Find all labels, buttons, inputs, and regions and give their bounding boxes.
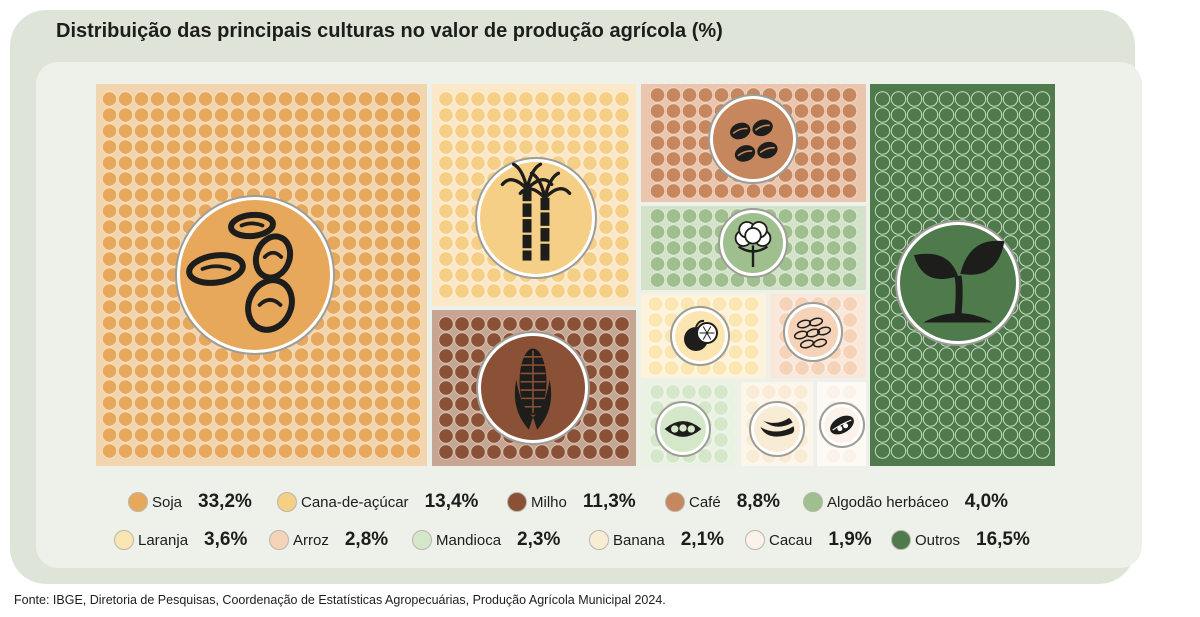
- legend-swatch: [891, 530, 911, 550]
- legend-value: 4,0%: [964, 491, 1009, 512]
- legend-label: Laranja: [138, 531, 189, 549]
- legend-item-banana: Banana 2,1%: [589, 528, 724, 552]
- sugarcane-icon: [500, 162, 572, 261]
- legend-value: 2,3%: [517, 529, 561, 550]
- treemap: [96, 84, 1055, 466]
- treemap-tile: [641, 382, 737, 466]
- legend-swatch: [745, 530, 765, 550]
- icon-badge-fill: [713, 99, 793, 179]
- treemap-tile: [641, 294, 766, 378]
- legend-swatch: [114, 530, 134, 550]
- legend-item-cacau: Cacau 1,9%: [745, 528, 872, 552]
- legend-item-mandioca: Mandioca 2,3%: [412, 528, 560, 552]
- legend-label: Cacau: [769, 531, 813, 549]
- orange-icon: [684, 319, 718, 351]
- legend-value: 13,4%: [424, 491, 479, 512]
- legend-value: 16,5%: [976, 529, 1030, 550]
- legend-item-cana: Cana-de-açúcar 13,4%: [277, 490, 478, 514]
- legend-swatch: [665, 492, 685, 512]
- coffee-bean-icon: [730, 119, 778, 162]
- source-note: Fonte: IBGE, Diretoria de Pesquisas, Coo…: [14, 593, 666, 607]
- legend-value: 1,9%: [828, 529, 872, 550]
- banana-icon: [760, 417, 795, 437]
- legend-value: 11,3%: [582, 491, 636, 512]
- sprout-icon: [913, 240, 1005, 323]
- rice-icon: [793, 317, 832, 349]
- chart-inner-panel: Soja 33,2% Cana-de-açúcar 13,4% Milho 11…: [36, 62, 1142, 568]
- treemap-tile: [96, 84, 427, 466]
- legend-value: 2,1%: [680, 529, 725, 550]
- cotton-icon: [734, 221, 772, 268]
- treemap-tile: [432, 310, 636, 466]
- legend-value: 8,8%: [736, 491, 780, 512]
- legend-label: Algodão herbáceo: [827, 493, 949, 511]
- legend-item-cafe: Café 8,8%: [665, 490, 780, 514]
- treemap-tile: [770, 294, 866, 378]
- legend-swatch: [412, 530, 432, 550]
- legend-swatch: [589, 530, 609, 550]
- legend-label: Café: [689, 493, 721, 511]
- icon-badge-fill: [788, 307, 838, 357]
- legend-label: Outros: [915, 531, 961, 549]
- soybean-icon: [186, 211, 295, 333]
- legend-label: Arroz: [293, 531, 329, 549]
- legend-item-arroz: Arroz 2,8%: [269, 528, 388, 552]
- legend-swatch: [803, 492, 823, 512]
- treemap-tile: [741, 382, 813, 466]
- cacao-icon: [830, 415, 854, 435]
- legend-swatch: [269, 530, 289, 550]
- legend-label: Mandioca: [436, 531, 502, 549]
- icon-badge-fill: [754, 406, 800, 452]
- corn-icon: [514, 348, 552, 430]
- legend-swatch: [277, 492, 297, 512]
- legend-value: 3,6%: [204, 529, 248, 550]
- treemap-tile: [432, 84, 636, 306]
- chart-title: Distribuição das principais culturas no …: [56, 20, 723, 42]
- legend-item-algodao: Algodão herbáceo 4,0%: [803, 490, 1008, 514]
- treemap-tile: [641, 84, 866, 202]
- legend-swatch: [128, 492, 148, 512]
- legend-label: Milho: [531, 493, 567, 511]
- legend-label: Banana: [613, 531, 665, 549]
- legend-value: 33,2%: [198, 491, 252, 512]
- legend-value: 2,8%: [344, 529, 389, 550]
- treemap-tile: [817, 382, 866, 466]
- legend-item-milho: Milho 11,3%: [507, 490, 636, 514]
- legend-swatch: [507, 492, 527, 512]
- cassava-icon: [664, 421, 702, 437]
- legend-item-soja: Soja 33,2%: [128, 490, 252, 514]
- legend-label: Soja: [152, 493, 183, 511]
- legend-label: Cana-de-açúcar: [301, 493, 409, 511]
- legend-item-outros: Outros 16,5%: [891, 528, 1030, 552]
- treemap-tile: [641, 206, 866, 290]
- legend-item-laranja: Laranja 3,6%: [114, 528, 247, 552]
- treemap-tile: [870, 84, 1055, 466]
